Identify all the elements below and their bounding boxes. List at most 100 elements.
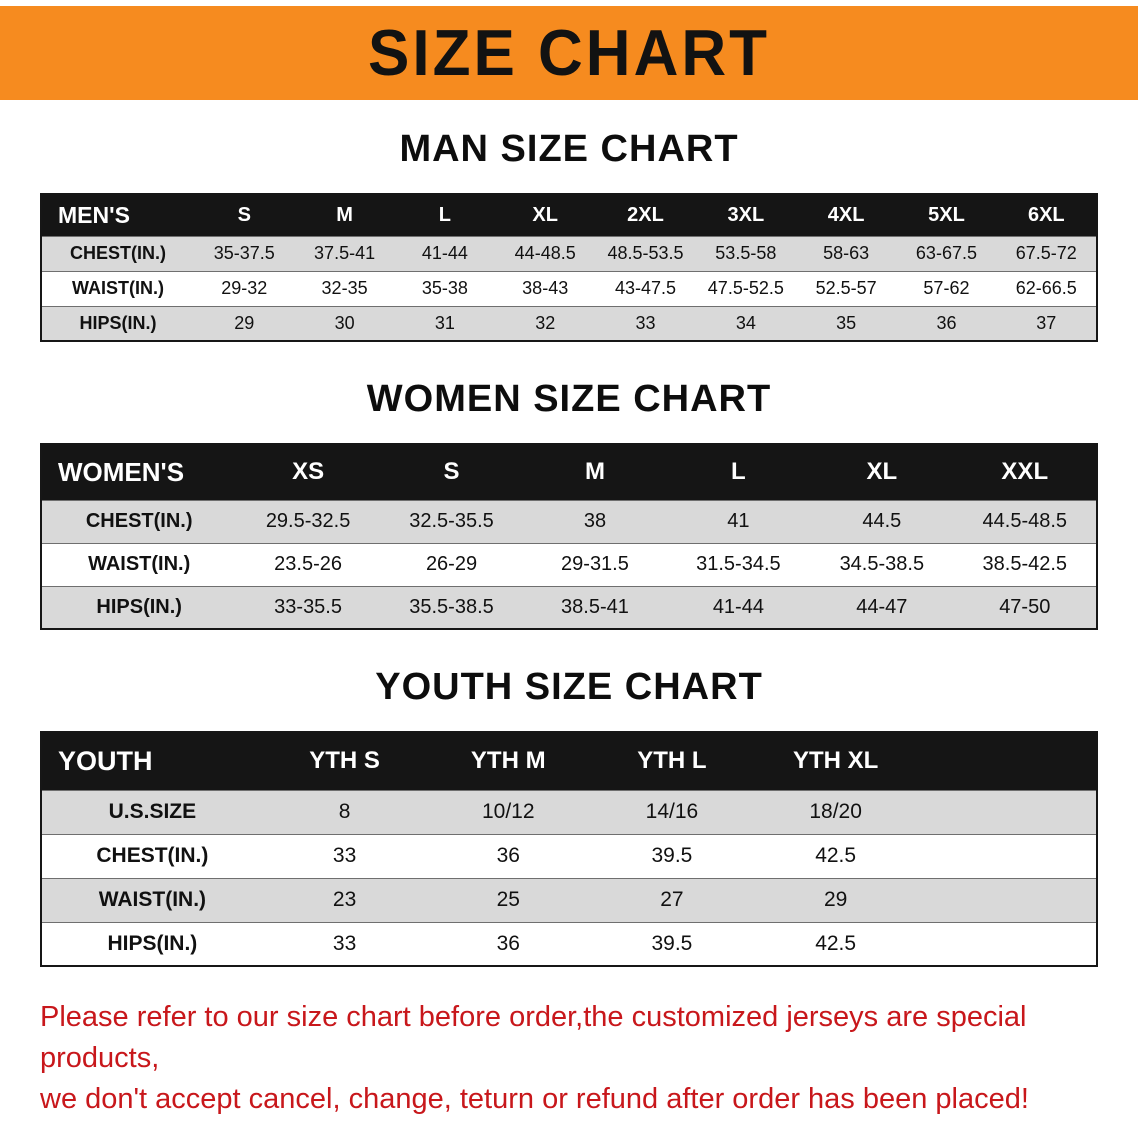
men-size-header: XL: [495, 194, 596, 236]
size-value: 32-35: [294, 270, 395, 306]
size-value: 42.5: [753, 921, 918, 966]
size-value: 44.5: [810, 499, 954, 543]
row-label: HIPS(IN.): [41, 921, 263, 966]
row-label: U.S.SIZE: [41, 789, 263, 834]
row-label: CHEST(IN.): [41, 235, 195, 271]
women-header-row: WOMEN'S XS S M L XL XXL: [41, 444, 1097, 500]
men-header-row: MEN'S S M L XL 2XL 3XL 4XL 5XL 6XL: [41, 194, 1097, 236]
size-value: 37: [996, 305, 1097, 341]
size-value: 27: [590, 877, 754, 922]
disclaimer-line-2: we don't accept cancel, change, teturn o…: [40, 1083, 1029, 1116]
size-value: 53.5-58: [695, 235, 796, 271]
size-value: 43-47.5: [595, 270, 696, 306]
size-value: 41-44: [666, 585, 811, 629]
men-size-header: M: [294, 194, 395, 236]
women-section-heading: WOMEN SIZE CHART: [366, 378, 772, 420]
youth-size-header: YTH M: [426, 732, 591, 790]
table-row: HIPS(IN.) 33-35.5 35.5-38.5 38.5-41 41-44 44-…: [41, 585, 1097, 629]
size-value: 29.5-32.5: [236, 499, 380, 543]
size-value: 63-67.5: [896, 235, 997, 271]
size-value: 36: [426, 833, 591, 878]
size-value: 18/20: [753, 789, 918, 834]
size-value: 8: [262, 789, 427, 834]
men-size-header: S: [194, 194, 295, 236]
row-label: CHEST(IN.): [41, 833, 263, 878]
row-label: HIPS(IN.): [41, 305, 195, 341]
size-value: 29-32: [194, 270, 295, 306]
size-value: 33-35.5: [236, 585, 380, 629]
size-value: 38-43: [495, 270, 596, 306]
youth-size-header: YTH L: [590, 732, 754, 790]
disclaimer-line-1: Please refer to our size chart before or…: [40, 1001, 1027, 1075]
size-value: 57-62: [896, 270, 997, 306]
table-row: WAIST(IN.) 29-32 32-35 35-38 38-43 43-47.5 47.…: [41, 270, 1097, 306]
table-row: WAIST(IN.) 23.5-26 26-29 29-31.5 31.5-34.5 34…: [41, 542, 1097, 586]
spacer-cell: [917, 833, 1097, 878]
size-value: 30: [294, 305, 395, 341]
women-size-header: XS: [236, 444, 380, 500]
size-value: 23: [262, 877, 427, 922]
table-row: U.S.SIZE 8 10/12 14/16 18/20: [41, 789, 1097, 834]
size-value: 14/16: [590, 789, 754, 834]
size-value: 47.5-52.5: [695, 270, 796, 306]
spacer-cell: [917, 732, 1097, 790]
youth-size-header: YTH S: [262, 732, 427, 790]
row-label: WAIST(IN.): [41, 877, 263, 922]
size-value: 31: [394, 305, 496, 341]
table-row: CHEST(IN.) 29.5-32.5 32.5-35.5 38 41 44.5 44.5…: [41, 499, 1097, 543]
disclaimer: Please refer to our size chart before or…: [40, 997, 1098, 1121]
size-value: 39.5: [590, 921, 754, 966]
spacer-cell: [917, 789, 1097, 834]
size-value: 35.5-38.5: [379, 585, 524, 629]
size-value: 23.5-26: [236, 542, 380, 586]
size-value: 67.5-72: [996, 235, 1097, 271]
size-value: 33: [262, 921, 427, 966]
section-women: WOMEN SIZE CHART WOMEN'S XS S M L XL XXL CHEST(I…: [0, 378, 1138, 630]
size-value: 36: [426, 921, 591, 966]
page-title: SIZE CHART: [368, 16, 770, 90]
youth-table-title: YOUTH: [41, 732, 263, 790]
banner: SIZE CHART: [0, 6, 1138, 100]
size-value: 35-38: [394, 270, 496, 306]
size-value: 36: [896, 305, 997, 341]
section-men: MAN SIZE CHART MEN'S S M L XL 2XL 3XL 4XL 5XL 6XL C…: [0, 128, 1138, 342]
size-value: 52.5-57: [795, 270, 897, 306]
size-chart-sections: MAN SIZE CHART MEN'S S M L XL 2XL 3XL 4XL 5XL 6XL C…: [0, 128, 1138, 967]
youth-size-header: YTH XL: [753, 732, 918, 790]
size-value: 34.5-38.5: [810, 542, 954, 586]
men-size-header: 3XL: [695, 194, 796, 236]
youth-section-heading: YOUTH SIZE CHART: [375, 666, 763, 708]
size-value: 39.5: [590, 833, 754, 878]
women-size-header: XL: [810, 444, 954, 500]
size-value: 31.5-34.5: [666, 542, 811, 586]
size-chart-page: SIZE CHART MAN SIZE CHART MEN'S S M L XL 2XL 3X…: [0, 6, 1138, 1121]
size-value: 32.5-35.5: [379, 499, 524, 543]
size-value: 44-48.5: [495, 235, 596, 271]
size-value: 41-44: [394, 235, 496, 271]
men-size-header: 6XL: [996, 194, 1097, 236]
youth-header-row: YOUTH YTH S YTH M YTH L YTH XL: [41, 732, 1097, 790]
spacer-cell: [917, 921, 1097, 966]
size-value: 29-31.5: [523, 542, 667, 586]
women-table-title: WOMEN'S: [41, 444, 237, 500]
section-youth: YOUTH SIZE CHART YOUTH YTH S YTH M YTH L YTH …: [0, 666, 1138, 967]
men-size-header: 2XL: [595, 194, 696, 236]
size-value: 33: [595, 305, 696, 341]
size-value: 41: [666, 499, 811, 543]
men-size-table: MEN'S S M L XL 2XL 3XL 4XL 5XL 6XL CHEST(IN.) 35-37…: [40, 193, 1098, 342]
size-value: 37.5-41: [294, 235, 395, 271]
size-value: 62-66.5: [996, 270, 1097, 306]
size-value: 58-63: [795, 235, 897, 271]
size-value: 44-47: [810, 585, 954, 629]
women-size-header: M: [523, 444, 667, 500]
row-label: WAIST(IN.): [41, 270, 195, 306]
men-table-title: MEN'S: [41, 194, 195, 236]
youth-size-table: YOUTH YTH S YTH M YTH L YTH XL U.S.SIZE 8 10/12…: [40, 731, 1098, 967]
size-value: 26-29: [379, 542, 524, 586]
row-label: WAIST(IN.): [41, 542, 237, 586]
size-value: 25: [426, 877, 591, 922]
size-value: 29: [194, 305, 295, 341]
size-value: 35: [795, 305, 897, 341]
size-value: 10/12: [426, 789, 591, 834]
row-label: CHEST(IN.): [41, 499, 237, 543]
